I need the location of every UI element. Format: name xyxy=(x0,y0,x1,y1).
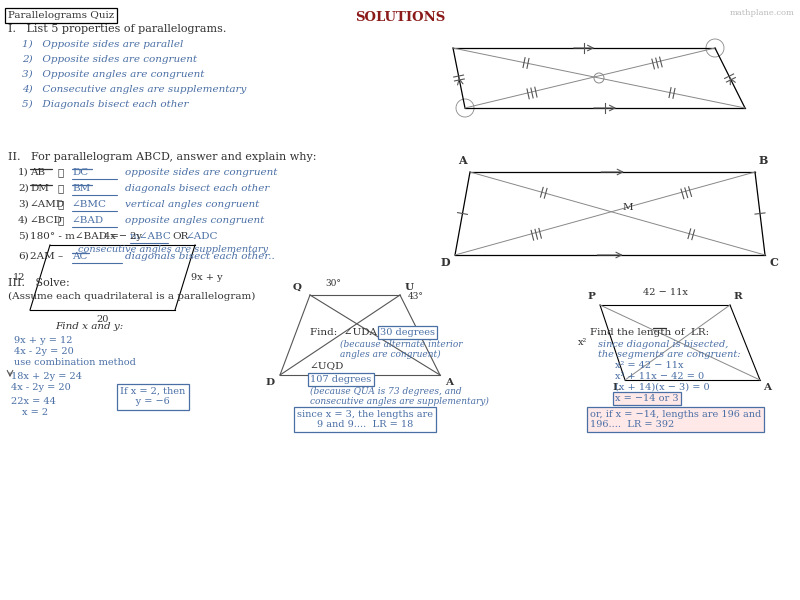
Text: (because alternate interior: (because alternate interior xyxy=(340,340,462,349)
Text: ≅: ≅ xyxy=(58,200,64,209)
Text: the segments are congruent:: the segments are congruent: xyxy=(598,350,741,359)
Text: 1)   Opposite sides are parallel: 1) Opposite sides are parallel xyxy=(22,40,183,49)
Text: ∠AMD: ∠AMD xyxy=(30,200,65,209)
Text: x² + 11x − 42 = 0: x² + 11x − 42 = 0 xyxy=(615,372,704,381)
Text: A: A xyxy=(763,383,771,392)
Text: vertical angles congruent: vertical angles congruent xyxy=(125,200,259,209)
Text: R: R xyxy=(733,292,742,301)
Text: diagonals bisect each other..: diagonals bisect each other.. xyxy=(125,252,274,261)
Text: 30 degrees: 30 degrees xyxy=(380,328,435,337)
Text: consecutive angles are supplementary: consecutive angles are supplementary xyxy=(78,245,268,254)
Text: (x + 14)(x − 3) = 0: (x + 14)(x − 3) = 0 xyxy=(615,383,710,392)
Text: 5)   Diagonals bisect each other: 5) Diagonals bisect each other xyxy=(22,100,189,109)
Text: M: M xyxy=(622,202,633,211)
Text: 2)   Opposite sides are congruent: 2) Opposite sides are congruent xyxy=(22,55,197,64)
Text: BM: BM xyxy=(72,184,90,193)
Text: AB: AB xyxy=(30,168,45,177)
Text: 180° - m∠BAD =: 180° - m∠BAD = xyxy=(30,232,119,241)
Text: B: B xyxy=(759,155,768,166)
Text: 4): 4) xyxy=(18,216,29,225)
Text: A: A xyxy=(458,155,467,166)
Text: L: L xyxy=(613,383,620,392)
Text: since diagonal is bisected,: since diagonal is bisected, xyxy=(598,340,728,349)
Text: A: A xyxy=(445,378,453,387)
Text: OR: OR xyxy=(172,232,188,241)
Text: consecutive angles are supplementary): consecutive angles are supplementary) xyxy=(310,397,489,406)
Text: 43°: 43° xyxy=(408,292,424,301)
Text: x²: x² xyxy=(578,338,587,347)
Text: II.   For parallelogram ABCD, answer and explain why:: II. For parallelogram ABCD, answer and e… xyxy=(8,152,317,162)
Text: 5): 5) xyxy=(18,232,29,241)
Text: ∠BMC: ∠BMC xyxy=(72,200,107,209)
Text: 12: 12 xyxy=(13,273,25,282)
Text: 4x - 2y = 20: 4x - 2y = 20 xyxy=(14,347,74,356)
Text: 2AM –: 2AM – xyxy=(30,252,63,261)
Text: or, if x = −14, lengths are 196 and
196....  LR = 392: or, if x = −14, lengths are 196 and 196.… xyxy=(590,410,762,430)
Text: 2): 2) xyxy=(18,184,29,193)
Text: Find the length of  LR:: Find the length of LR: xyxy=(590,328,709,337)
Text: 4)   Consecutive angles are supplementary: 4) Consecutive angles are supplementary xyxy=(22,85,246,94)
Text: 6): 6) xyxy=(18,252,29,261)
Text: DM: DM xyxy=(30,184,49,193)
Text: 22x = 44: 22x = 44 xyxy=(11,397,56,406)
Text: Find x and y:: Find x and y: xyxy=(55,322,123,331)
Text: angles are congruent): angles are congruent) xyxy=(340,350,441,359)
Text: 20: 20 xyxy=(96,315,109,324)
Text: 42 − 11x: 42 − 11x xyxy=(642,288,687,297)
Text: opposite angles congruent: opposite angles congruent xyxy=(125,216,264,225)
Text: 30°: 30° xyxy=(325,279,341,288)
Text: DC: DC xyxy=(72,168,88,177)
Text: use combination method: use combination method xyxy=(14,358,136,367)
Text: x = −14 or 3: x = −14 or 3 xyxy=(615,394,678,403)
Text: ∠BCD: ∠BCD xyxy=(30,216,63,225)
Text: ≅: ≅ xyxy=(58,216,64,225)
Text: mathplane.com: mathplane.com xyxy=(730,9,795,17)
Text: Parallelograms Quiz: Parallelograms Quiz xyxy=(8,11,114,20)
Text: since x = 3, the lengths are
9 and 9....  LR = 18: since x = 3, the lengths are 9 and 9....… xyxy=(297,410,433,430)
Text: 9x + y: 9x + y xyxy=(191,273,222,282)
Text: ≅: ≅ xyxy=(58,168,64,177)
Text: m∠ABC: m∠ABC xyxy=(130,232,172,241)
Text: 107 degrees: 107 degrees xyxy=(310,375,371,384)
Text: 9x + y = 12: 9x + y = 12 xyxy=(14,336,73,345)
Text: ∠BAD: ∠BAD xyxy=(72,216,104,225)
Text: III.   Solve:: III. Solve: xyxy=(8,278,70,288)
Text: 3)   Opposite angles are congruent: 3) Opposite angles are congruent xyxy=(22,70,204,79)
Text: ≅: ≅ xyxy=(58,184,64,193)
Text: AC: AC xyxy=(72,252,87,261)
Text: x² = 42 − 11x: x² = 42 − 11x xyxy=(615,361,683,370)
Text: x = 2: x = 2 xyxy=(22,408,48,417)
Text: U: U xyxy=(405,283,414,292)
Text: ∠UQD: ∠UQD xyxy=(310,361,344,370)
Text: 4x - 2y = 20: 4x - 2y = 20 xyxy=(11,383,70,392)
Text: D: D xyxy=(266,378,275,387)
Text: Q: Q xyxy=(293,283,302,292)
Text: diagonals bisect each other: diagonals bisect each other xyxy=(125,184,270,193)
Text: opposite sides are congruent: opposite sides are congruent xyxy=(125,168,278,177)
Text: If x = 2, then
     y = −6: If x = 2, then y = −6 xyxy=(120,387,186,406)
Text: D: D xyxy=(440,257,450,268)
Text: (Assume each quadrilateral is a parallelogram): (Assume each quadrilateral is a parallel… xyxy=(8,292,255,301)
Text: P: P xyxy=(587,292,595,301)
Text: 3): 3) xyxy=(18,200,29,209)
Text: SOLUTIONS: SOLUTIONS xyxy=(355,11,445,24)
Text: 4x − 2y: 4x − 2y xyxy=(103,232,142,241)
Text: C: C xyxy=(770,257,779,268)
Text: 1): 1) xyxy=(18,168,29,177)
Text: (because QUA is 73 degrees, and: (because QUA is 73 degrees, and xyxy=(310,387,462,396)
Text: ∠ADC: ∠ADC xyxy=(186,232,218,241)
Text: I.   List 5 properties of parallelograms.: I. List 5 properties of parallelograms. xyxy=(8,24,226,34)
Text: 18x + 2y = 24: 18x + 2y = 24 xyxy=(11,372,82,381)
Text: Find:  ∠UDA: Find: ∠UDA xyxy=(310,328,377,337)
